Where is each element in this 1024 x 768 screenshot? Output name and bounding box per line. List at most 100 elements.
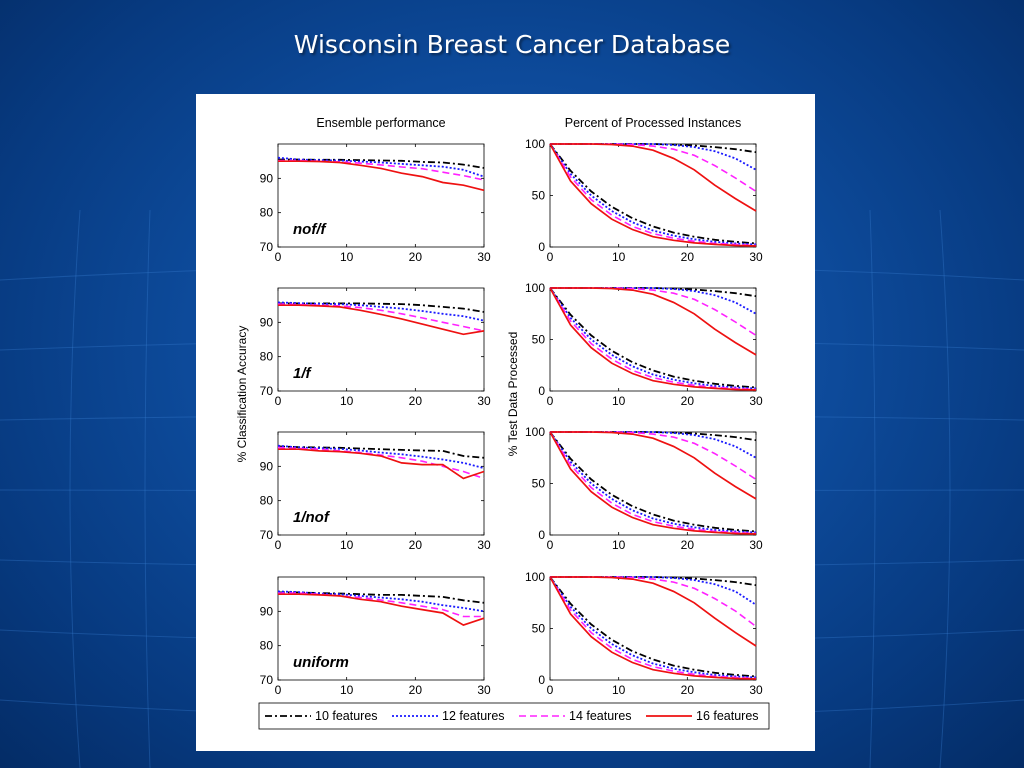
series-line-10-features [278,591,485,604]
series-line-14-features [277,446,485,480]
y-tick-label: 90 [260,315,274,329]
x-tick-label: 10 [612,538,626,552]
y-tick-label: 100 [525,425,545,439]
series-line-16-features [550,431,757,500]
right-ylabel: % Test Data Processed [506,332,520,457]
series-line-12-features [550,431,757,459]
series-line-12-features [277,301,485,322]
series-line-12-features [550,143,757,171]
series-line-16-features [550,576,757,647]
series-line-16-features [278,448,485,480]
y-tick-label: 50 [532,622,546,636]
subplot-7: 0 10 20 30 70 80 90 uniform [260,576,491,697]
series-line-14-features [549,431,757,535]
series-line-14-features [549,143,757,247]
subplot-5: 0 10 20 30 70 80 90 1/nof [260,431,491,552]
legend-label: 10 features [315,709,378,723]
x-tick-label: 0 [547,250,554,264]
series-line-10-features [278,158,485,169]
series-line-10-features [549,287,757,389]
series-line-16-features [549,431,757,535]
y-tick-label: 100 [525,570,545,584]
series-line-10-features [277,445,485,459]
subplot-6: 0 10 20 30 0 50 100 [525,425,763,552]
x-tick-label: 30 [749,683,763,697]
subplot-4: 0 10 20 30 0 50 100 [525,281,763,408]
subplot-title: Ensemble performance [316,116,445,130]
series-line-12-features [277,156,485,178]
x-tick-label: 10 [612,683,626,697]
x-tick-label: 20 [681,683,695,697]
subplot-2: 0 10 20 30 0 50 100 Percent of Processed Instan… [525,116,763,264]
x-tick-label: 30 [749,250,763,264]
series-line-14-features [549,287,757,391]
y-tick-label: 70 [260,528,274,542]
x-tick-label: 30 [477,683,491,697]
legend-label: 14 features [569,709,632,723]
series-line-14-features [549,576,757,680]
x-tick-label: 20 [681,538,695,552]
x-tick-label: 20 [409,538,423,552]
x-tick-label: 10 [340,394,354,408]
series-line-12-features [550,287,757,315]
weighting-label: 1/nof [293,509,331,526]
x-tick-label: 10 [340,683,354,697]
legend-box [258,702,770,730]
series-line-12-features [277,590,485,613]
series-line-10-features [549,143,757,245]
x-tick-label: 20 [409,683,423,697]
axes-box [549,576,757,681]
series-line-16-features [549,287,757,391]
series-line-16-features [550,287,757,356]
x-tick-label: 0 [547,394,554,408]
y-tick-label: 50 [532,477,546,491]
series-line-10-features [549,576,757,678]
left-ylabel: % Classification Accuracy [235,326,249,463]
y-tick-label: 70 [260,384,274,398]
x-tick-label: 10 [340,250,354,264]
x-tick-label: 0 [547,538,554,552]
x-tick-label: 0 [275,683,282,697]
x-tick-label: 30 [477,538,491,552]
subplot-1: 0 10 20 30 70 80 90 Ensemble performance nof/f [260,116,491,264]
x-tick-label: 20 [681,250,695,264]
x-tick-label: 20 [681,394,695,408]
series-line-12-features [549,576,757,679]
y-tick-label: 80 [260,350,274,364]
slide-title: Wisconsin Breast Cancer Database [293,30,731,59]
series-line-12-features [549,287,757,390]
subplot-3: 0 10 20 30 70 80 90 1/f [260,287,491,408]
series-line-16-features [278,304,485,336]
x-tick-label: 0 [275,538,282,552]
legend-label: 12 features [442,709,505,723]
x-tick-label: 30 [477,250,491,264]
axes-box [277,576,485,681]
series-line-16-features [549,576,757,680]
series-line-12-features [550,576,757,606]
series-line-16-features [278,593,485,627]
y-tick-label: 80 [260,639,274,653]
axes-box [277,143,485,248]
weighting-label: uniform [293,654,349,671]
axes-box [549,287,757,392]
y-tick-label: 0 [538,673,545,687]
x-tick-label: 10 [340,538,354,552]
subplot-title: Percent of Processed Instances [565,116,741,130]
y-tick-label: 80 [260,206,274,220]
series-line-16-features [278,160,485,192]
y-tick-label: 80 [260,494,274,508]
x-tick-label: 20 [409,250,423,264]
x-tick-label: 0 [275,394,282,408]
y-tick-label: 0 [538,384,545,398]
y-tick-label: 100 [525,281,545,295]
series-line-10-features [278,302,485,313]
legend-label: 16 features [696,709,759,723]
series-line-12-features [277,444,485,469]
y-tick-label: 0 [538,528,545,542]
series-line-14-features [278,592,484,618]
axes-box [277,431,485,536]
axes-box [277,287,485,392]
y-tick-label: 50 [532,189,546,203]
x-tick-label: 30 [749,538,763,552]
x-tick-label: 20 [409,394,423,408]
